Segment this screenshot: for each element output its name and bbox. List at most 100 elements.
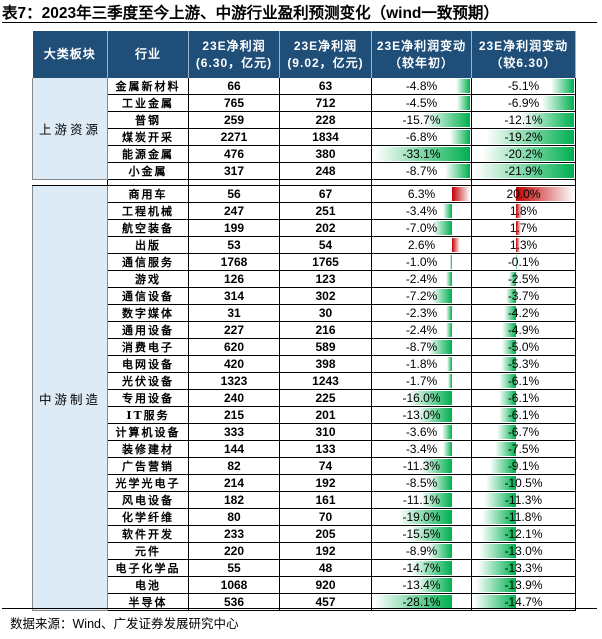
negative-data-bar [445, 272, 453, 286]
negative-data-bar [494, 442, 517, 456]
table-row: 通信设备 314 302 -7.2% -3.7% [33, 287, 576, 305]
change-cell: -4.8% [371, 78, 472, 95]
profit-cell: 31 [188, 304, 280, 322]
negative-data-bar [444, 164, 470, 178]
positive-data-bar [516, 221, 522, 235]
change-value: -3.7% [507, 289, 540, 303]
change-cell: -2.5% [471, 270, 576, 288]
negative-data-bar [498, 391, 517, 405]
profit-forecast-table: 大类板块 行业 23E净利润 (6.30，亿元) 23E净利润 (9.02，亿元) 23… [32, 31, 576, 611]
table-row: 中游制造 商用车 56 67 6.3% 20.0% [32, 185, 576, 611]
table-row: 上游资源 金属新材料 66 63 -4.8% -5.1% [32, 78, 576, 180]
change-cell: -20.2% [471, 145, 576, 163]
table-row: 软件开发 233 205 -15.5% -12.1% [33, 525, 576, 543]
profit-cell: 214 [188, 474, 280, 492]
negative-data-bar [501, 357, 517, 371]
negative-data-bar [428, 340, 453, 354]
change-value: -12.1% [504, 113, 543, 127]
change-value: -4.2% [507, 306, 540, 320]
change-cell: -8.7% [371, 338, 472, 356]
change-cell: -6.1% [471, 372, 576, 390]
profit-cell: 201 [279, 406, 372, 424]
change-cell: 2.6% [371, 236, 472, 254]
change-value: -6.9% [507, 96, 540, 110]
positive-data-bar [452, 187, 470, 201]
negative-data-bar [442, 442, 453, 456]
change-cell: 20.0% [471, 185, 576, 203]
change-cell: -11.3% [371, 457, 472, 475]
change-value: 20.0% [506, 187, 541, 201]
spacer-cell [471, 179, 576, 186]
profit-cell: 1068 [188, 576, 280, 594]
change-cell: 1.7% [471, 219, 576, 237]
change-cell: -2.4% [371, 270, 472, 288]
change-value: -8.7% [405, 164, 438, 178]
industry-cell: 金属新材料 [107, 78, 189, 95]
change-value: -6.1% [507, 391, 540, 405]
change-cell: -11.3% [471, 491, 576, 509]
divider [2, 608, 597, 609]
change-value: -11.8% [504, 510, 543, 524]
table-row: 电网设备 420 398 -1.8% -5.3% [33, 355, 576, 373]
profit-cell: 225 [279, 389, 372, 407]
negative-data-bar [416, 408, 453, 422]
table-row: 普钢 259 228 -15.7% -12.1% [33, 111, 576, 129]
negative-data-bar [409, 527, 453, 541]
profit-cell: 215 [188, 406, 280, 424]
change-cell: -2.4% [371, 321, 472, 339]
profit-cell: 74 [279, 457, 372, 475]
industry-cell: 小金属 [107, 162, 189, 180]
negative-data-bar [505, 289, 517, 303]
table-row: 电子化学品 55 48 -14.7% -13.3% [33, 559, 576, 577]
change-value: -3.4% [405, 442, 438, 456]
change-value: 1.3% [509, 238, 538, 252]
industry-cell: 煤炭开采 [107, 128, 189, 146]
change-cell: -13.3% [471, 559, 576, 577]
industry-cell: 计算机设备 [107, 423, 189, 441]
profit-cell: 589 [279, 338, 372, 356]
change-cell: -8.7% [371, 162, 472, 180]
table-row: 游戏 126 123 -2.4% -2.5% [33, 270, 576, 288]
positive-data-bar [516, 187, 574, 201]
change-value: -3.4% [405, 204, 438, 218]
industry-cell: 半导体 [107, 593, 189, 611]
negative-data-bar [421, 493, 453, 507]
profit-cell: 80 [188, 508, 280, 526]
change-value: 1.7% [509, 221, 538, 235]
change-value: -11.3% [504, 493, 543, 507]
negative-data-bar [498, 408, 517, 422]
positive-data-bar [452, 238, 460, 252]
industry-cell: IT服务 [107, 406, 189, 424]
industry-cell: 通信设备 [107, 287, 189, 305]
profit-cell: 259 [188, 111, 280, 129]
change-cell: -4.5% [371, 94, 472, 112]
industry-cell: 工业金属 [107, 94, 189, 112]
change-value: -14.7% [504, 595, 543, 609]
change-value: -12.1% [504, 527, 543, 541]
profit-cell: 205 [279, 525, 372, 543]
change-value: -6.7% [507, 425, 540, 439]
profit-cell: 30 [279, 304, 372, 322]
table-title: 表7：2023年三季度至今上游、中游行业盈利预测变化（wind一致预期） [2, 5, 499, 22]
negative-data-bar [518, 113, 574, 127]
change-cell: -13.0% [371, 406, 472, 424]
industry-cell: 电池 [107, 576, 189, 594]
negative-data-bar [442, 425, 453, 439]
header-row: 大类板块 行业 23E净利润 (6.30，亿元) 23E净利润 (9.02，亿元) 23… [32, 31, 576, 78]
change-value: -0.1% [507, 255, 540, 269]
table-row: 工业金属 765 712 -4.5% -6.9% [33, 94, 576, 112]
change-cell: -3.6% [371, 423, 472, 441]
change-cell: -7.2% [371, 287, 472, 305]
industry-cell: 通信服务 [107, 253, 189, 271]
change-value: -5.1% [507, 79, 540, 93]
change-cell: -11.1% [371, 491, 472, 509]
change-value: -8.9% [405, 544, 438, 558]
change-value: -9.1% [507, 459, 540, 473]
table-row: 航空装备 199 202 -7.0% 1.7% [33, 219, 576, 237]
industry-cell: 化学纤维 [107, 508, 189, 526]
change-cell: -19.2% [471, 128, 576, 146]
change-value: -28.1% [402, 595, 441, 609]
negative-data-bar [432, 221, 453, 235]
change-cell: 1.8% [471, 202, 576, 220]
change-value: -2.4% [405, 323, 438, 337]
